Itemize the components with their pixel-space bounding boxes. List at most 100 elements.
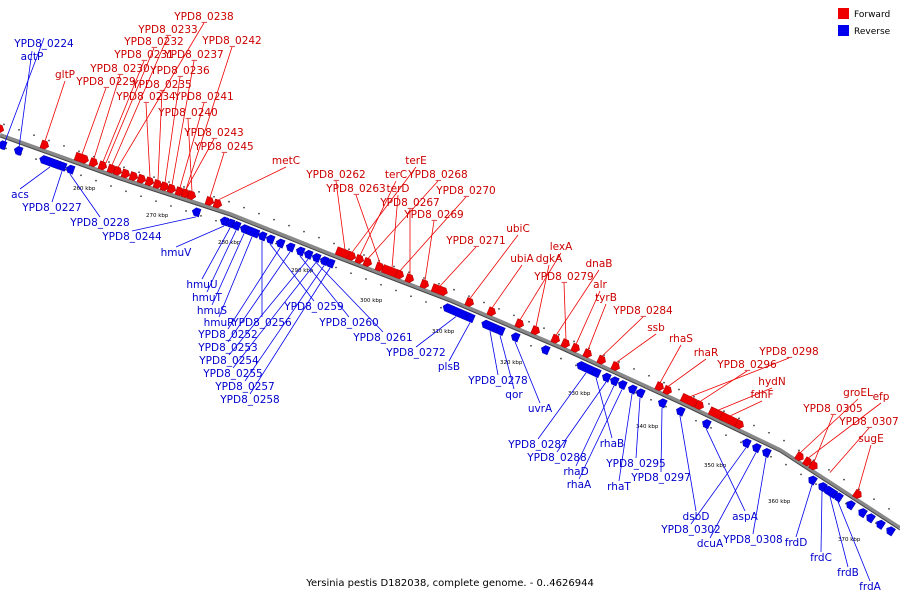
forward-gene[interactable] — [374, 261, 385, 272]
reverse-gene[interactable] — [285, 242, 296, 253]
forward-gene-label[interactable]: YPD8_0241 — [173, 91, 233, 103]
forward-gene[interactable] — [794, 451, 805, 462]
reverse-gene[interactable] — [864, 512, 876, 524]
forward-gene-label[interactable]: dnaB — [586, 258, 613, 270]
forward-gene-label[interactable]: YPD8_0267 — [379, 197, 439, 209]
reverse-gene[interactable] — [701, 418, 712, 430]
reverse-gene-label[interactable]: rhaT — [607, 481, 631, 493]
forward-gene[interactable] — [346, 250, 357, 261]
forward-gene[interactable] — [204, 196, 215, 206]
forward-gene-label[interactable]: YPD8_0234 — [115, 91, 176, 103]
forward-gene-label[interactable]: YPD8_0240 — [157, 107, 217, 119]
reverse-gene-label[interactable]: YPD8_0244 — [101, 231, 162, 243]
forward-gene[interactable] — [212, 198, 223, 209]
reverse-gene[interactable] — [761, 447, 772, 458]
reverse-gene-label[interactable]: YPD8_0302 — [660, 524, 720, 536]
reverse-gene[interactable] — [832, 491, 844, 503]
forward-gene[interactable] — [582, 348, 594, 360]
forward-gene[interactable] — [514, 318, 525, 329]
forward-gene-label[interactable]: rhaR — [694, 347, 719, 359]
forward-gene[interactable] — [596, 354, 608, 366]
forward-gene-label[interactable]: YPD8_0232 — [123, 36, 183, 48]
forward-gene[interactable] — [186, 190, 197, 201]
reverse-gene-label[interactable]: YPD8_0287 — [507, 439, 567, 451]
forward-gene-label[interactable]: lexA — [550, 241, 573, 253]
forward-gene-label[interactable]: YPD8_0298 — [758, 346, 818, 358]
reverse-gene[interactable] — [601, 372, 612, 383]
forward-gene[interactable] — [694, 399, 706, 411]
forward-gene[interactable] — [808, 460, 819, 472]
forward-gene[interactable] — [136, 173, 147, 184]
reverse-gene[interactable] — [303, 249, 314, 260]
reverse-gene[interactable] — [65, 164, 76, 175]
forward-gene-label[interactable]: YPD8_0270 — [435, 185, 495, 197]
forward-gene-label[interactable]: ubiA — [510, 253, 534, 265]
forward-gene[interactable] — [144, 176, 155, 187]
reverse-gene[interactable] — [884, 525, 896, 537]
reverse-gene[interactable] — [856, 507, 868, 519]
reverse-gene-label[interactable]: dcuA — [697, 538, 724, 550]
forward-gene-label[interactable]: fdhF — [750, 389, 773, 401]
reverse-gene-label[interactable]: YPD8_0228 — [69, 217, 129, 229]
reverse-gene[interactable] — [741, 437, 752, 449]
forward-gene-label[interactable]: YPD8_0236 — [149, 65, 210, 77]
reverse-gene-label[interactable]: YPD8_0257 — [214, 381, 274, 393]
reverse-gene-label[interactable]: rhaD — [563, 466, 588, 478]
forward-gene[interactable] — [394, 269, 405, 280]
forward-gene[interactable] — [120, 168, 131, 179]
forward-gene-label[interactable]: YPD8_0245 — [193, 141, 253, 153]
forward-gene[interactable] — [166, 183, 177, 194]
reverse-gene-label[interactable]: YPD8_0255 — [202, 368, 262, 380]
reverse-gene[interactable] — [510, 332, 521, 343]
reverse-gene-label[interactable]: hmuV — [161, 247, 193, 259]
forward-gene-label[interactable]: YPD8_0231 — [113, 49, 173, 61]
forward-gene[interactable] — [159, 181, 170, 192]
forward-gene-label[interactable]: YPD8_0307 — [838, 416, 898, 428]
forward-gene[interactable] — [662, 384, 674, 396]
forward-gene-label[interactable]: alr — [593, 279, 607, 291]
forward-gene[interactable] — [97, 160, 108, 171]
forward-gene-label[interactable]: YPD8_0233 — [137, 24, 197, 36]
forward-gene[interactable] — [112, 165, 123, 176]
reverse-gene-label[interactable]: acs — [11, 189, 29, 201]
reverse-gene-label[interactable]: plsB — [438, 361, 460, 373]
forward-gene[interactable] — [852, 488, 863, 500]
forward-gene[interactable] — [128, 171, 139, 182]
forward-gene-label[interactable]: YPD8_0263 — [325, 183, 385, 195]
forward-gene-label[interactable]: rhaS — [669, 333, 693, 345]
forward-gene[interactable] — [464, 296, 475, 307]
forward-gene-label[interactable]: terC — [385, 169, 407, 181]
reverse-gene-label[interactable]: YPD8_0308 — [722, 534, 782, 546]
reverse-gene[interactable] — [311, 252, 322, 263]
reverse-gene-label[interactable]: hmuU — [186, 279, 217, 291]
forward-gene-label[interactable]: ssb — [647, 322, 665, 334]
reverse-gene[interactable] — [844, 499, 856, 511]
reverse-gene-label[interactable]: YPD8_0288 — [526, 452, 586, 464]
reverse-gene[interactable] — [191, 207, 202, 218]
forward-gene[interactable] — [560, 338, 572, 349]
forward-gene[interactable] — [802, 456, 813, 468]
reverse-gene-label[interactable]: YPD8_0261 — [352, 332, 412, 344]
reverse-gene[interactable] — [657, 397, 668, 409]
reverse-gene-label[interactable]: YPD8_0295 — [605, 458, 665, 470]
forward-gene-label[interactable]: YPD8_0269 — [403, 209, 463, 221]
reverse-gene-label[interactable]: hmuS — [197, 305, 228, 317]
reverse-gene-label[interactable]: YPD8_0258 — [219, 394, 279, 406]
forward-gene[interactable] — [354, 254, 365, 264]
reverse-gene-label[interactable]: aspA — [732, 511, 759, 523]
forward-gene[interactable] — [430, 283, 449, 297]
reverse-gene[interactable] — [495, 325, 506, 336]
reverse-gene-label[interactable]: rhaA — [567, 479, 592, 491]
reverse-gene[interactable] — [231, 220, 242, 231]
forward-gene[interactable] — [734, 419, 746, 430]
reverse-gene-label[interactable]: YPD8_0272 — [385, 347, 445, 359]
reverse-gene-label[interactable]: YPD8_0224 — [13, 38, 74, 50]
forward-gene-label[interactable]: YPD8_0305 — [802, 403, 862, 415]
forward-gene-label[interactable]: terE — [405, 155, 427, 167]
forward-gene-label[interactable]: YPD8_0238 — [173, 11, 233, 23]
reverse-gene[interactable] — [465, 312, 476, 324]
forward-gene-label[interactable]: tyrB — [595, 292, 617, 304]
forward-gene-label[interactable]: ubiC — [506, 223, 530, 235]
reverse-gene[interactable] — [275, 238, 286, 249]
reverse-gene[interactable] — [806, 474, 818, 486]
